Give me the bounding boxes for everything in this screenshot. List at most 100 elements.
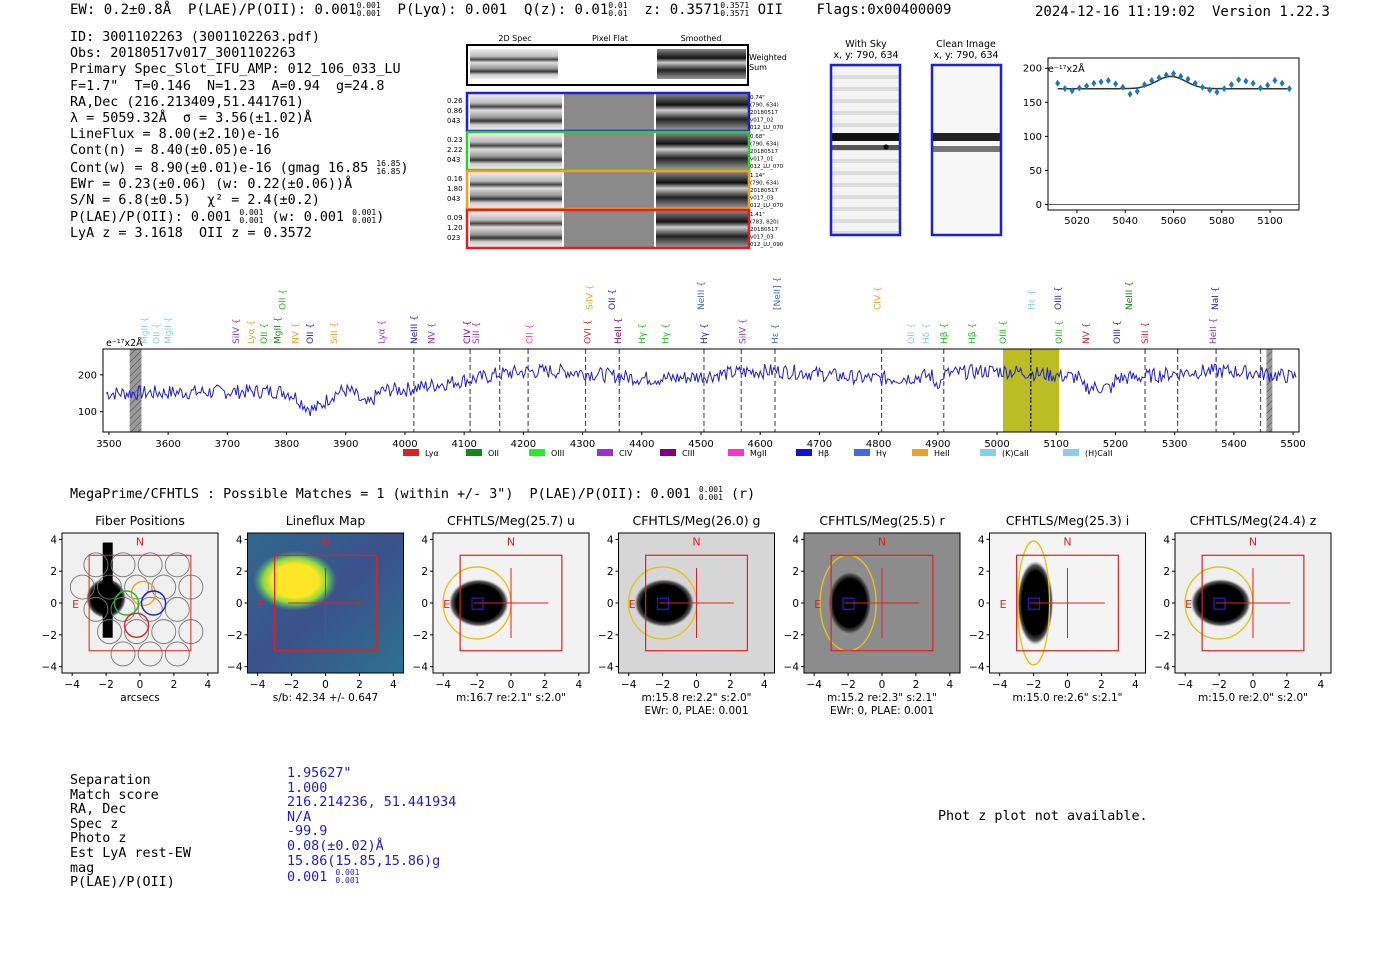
full-xtick-label: 3700 — [215, 439, 240, 450]
cutout-ytick-label: 4 — [236, 534, 243, 546]
emission-line-label: Hβ { — [940, 323, 950, 344]
full-xtick-label: 4600 — [747, 439, 772, 450]
cutout-ytick-label: 4 — [421, 534, 428, 546]
detection-info: ID: 3001102263 (3001102263.pdf) Obs: 201… — [70, 30, 409, 243]
weighted-2d — [470, 49, 558, 79]
fiber-right-label: 1.14" — [750, 173, 765, 179]
emission-line-label: MgII { — [274, 317, 284, 344]
zoom-data-point — [1286, 85, 1292, 93]
cutout-title: CFHTLS/Meg(25.5) r — [819, 513, 945, 528]
fiber-circle — [97, 574, 122, 600]
cutout-panel: CFHTLS/Meg(24.4) z N E −4 −4 −2 −2 0 0 2 2 4 4 m:15.0… — [1155, 513, 1332, 704]
zoom-data-point — [1192, 79, 1198, 87]
imaging-cutouts: Fiber Positions N E −4 −4 −2 −2 0 0 2 2 4 4 arcsecs Li… — [42, 513, 1332, 717]
fiber-right-label: v017_03 — [750, 235, 774, 241]
zoom-data-point — [1120, 83, 1126, 91]
zoom-data-point — [1105, 76, 1111, 84]
east-marker: E — [814, 598, 821, 611]
zoom-data-point — [1272, 76, 1278, 84]
cutout-ytick-label: 0 — [236, 598, 243, 610]
cutout-ytick-label: 0 — [50, 598, 57, 610]
clean-image — [930, 63, 1003, 237]
info-radec: RA,Dec (216.213409,51.441761) — [70, 94, 304, 110]
fiber-circle — [124, 574, 150, 600]
fiber-left-label: 0.86 — [447, 107, 463, 115]
cutout-ytick-label: 2 — [978, 566, 985, 578]
full-ylabel: e⁻¹⁷x2Å — [106, 337, 143, 349]
full-xtick-label: 5500 — [1280, 439, 1305, 450]
cutout-caption: m:15.0 re:2.0" s:2.0" — [1198, 692, 1308, 704]
cutout-ytick-label: −4 — [1155, 662, 1171, 674]
cutout-ytick-label: 4 — [607, 534, 614, 546]
zoom-data-point — [1178, 72, 1184, 80]
plae-value: P(LAE)/P(OII): 0.001 — [188, 2, 357, 18]
cutout-xtick-label: 2 — [542, 679, 549, 691]
cutout-xtick-label: −2 — [1026, 679, 1041, 691]
cutout-xtick-label: 0 — [1064, 679, 1071, 691]
fiber-circle — [137, 552, 163, 578]
legend-swatch — [660, 449, 676, 456]
fiber-right-label: 012_LU_070 — [750, 203, 784, 209]
cutout-title: Fiber Positions — [95, 513, 185, 528]
emission-line-label: CIV { — [463, 320, 473, 344]
full-xtick-label: 3500 — [96, 439, 121, 450]
legend-swatch — [403, 449, 419, 456]
zoom-data-point — [1142, 81, 1148, 89]
cutout-ytick-label: 2 — [607, 566, 614, 578]
cutout-ytick-label: −2 — [969, 630, 984, 642]
full-xtick-label: 4700 — [807, 439, 832, 450]
fiber-right-label: 012_LU_090 — [750, 242, 784, 248]
info-ewr: EWr = 0.23(±0.06) (w: 0.22(±0.06))Å — [70, 176, 353, 192]
cutout-xtick-label: −4 — [250, 679, 266, 691]
north-marker: N — [1249, 536, 1257, 549]
east-marker: E — [258, 598, 265, 611]
fiber-right-label: 20180517 — [750, 188, 778, 194]
cutout-ytick-label: −4 — [969, 662, 985, 674]
cutout-caption: arcsecs — [120, 692, 159, 704]
fiber-circle — [164, 641, 190, 667]
z-line: OII — [757, 2, 783, 18]
fiber-circle — [151, 574, 177, 600]
north-marker: N — [1063, 536, 1071, 549]
table-value: 216.214236, 51.441934 — [287, 795, 457, 811]
info-lya: LyA z = 3.1618 OII z = 0.3572 — [70, 226, 312, 242]
fiber-left-label: 0.16 — [447, 175, 463, 183]
search-box — [1016, 554, 1119, 652]
cutout-ytick-label: 2 — [50, 566, 57, 578]
full-xtick-label: 5300 — [1162, 439, 1187, 450]
north-marker: N — [692, 536, 700, 549]
emission-line-label: SiII { — [330, 322, 340, 344]
zoom-data-point — [1243, 77, 1249, 85]
zoom-data-point — [1214, 88, 1220, 96]
emission-line-label: HeII { — [1209, 318, 1219, 344]
emission-line-label: Hγ { — [638, 323, 648, 344]
legend-swatch — [597, 449, 613, 456]
fiber-right-label: v017_02 — [750, 118, 774, 124]
with-sky-title: With Sky — [845, 39, 887, 50]
info-id: ID: 3001102263 (3001102263.pdf) — [70, 30, 320, 45]
cutout-xtick-label: −2 — [98, 679, 113, 691]
fiber-smoothed — [656, 211, 748, 247]
fiber-circle — [164, 596, 190, 622]
cutout-title: CFHTLS/Meg(24.4) z — [1190, 513, 1317, 528]
cutout-xtick-label: 0 — [508, 679, 515, 691]
table-value: -99.9 — [287, 824, 328, 840]
fiber-flat — [564, 94, 654, 130]
fiber-left-label: 0.23 — [447, 136, 463, 144]
col-smoothed: Smoothed — [681, 34, 722, 43]
zoom-data-point — [1127, 90, 1133, 98]
fiber-left-label: 043 — [447, 117, 460, 125]
selected-fiber — [113, 590, 140, 616]
legend-swatch — [466, 449, 482, 456]
emission-line-label: OIII { — [999, 320, 1009, 344]
legend-swatch — [912, 449, 928, 456]
north-marker: N — [321, 536, 329, 549]
zoom-data-point — [1156, 74, 1162, 82]
full-xtick-label: 5200 — [1103, 439, 1128, 450]
cutout-xtick-label: −2 — [655, 679, 670, 691]
ew-value: EW: 0.2±0.8Å — [70, 2, 172, 18]
info-fwhm: F=1.7" T=0.146 N=1.23 A=0.94 g=24.8 — [70, 78, 385, 94]
zoom-data-point — [1236, 76, 1242, 84]
cutout-xtick-label: 0 — [137, 679, 144, 691]
emission-line-label: NeIII { — [410, 315, 420, 344]
